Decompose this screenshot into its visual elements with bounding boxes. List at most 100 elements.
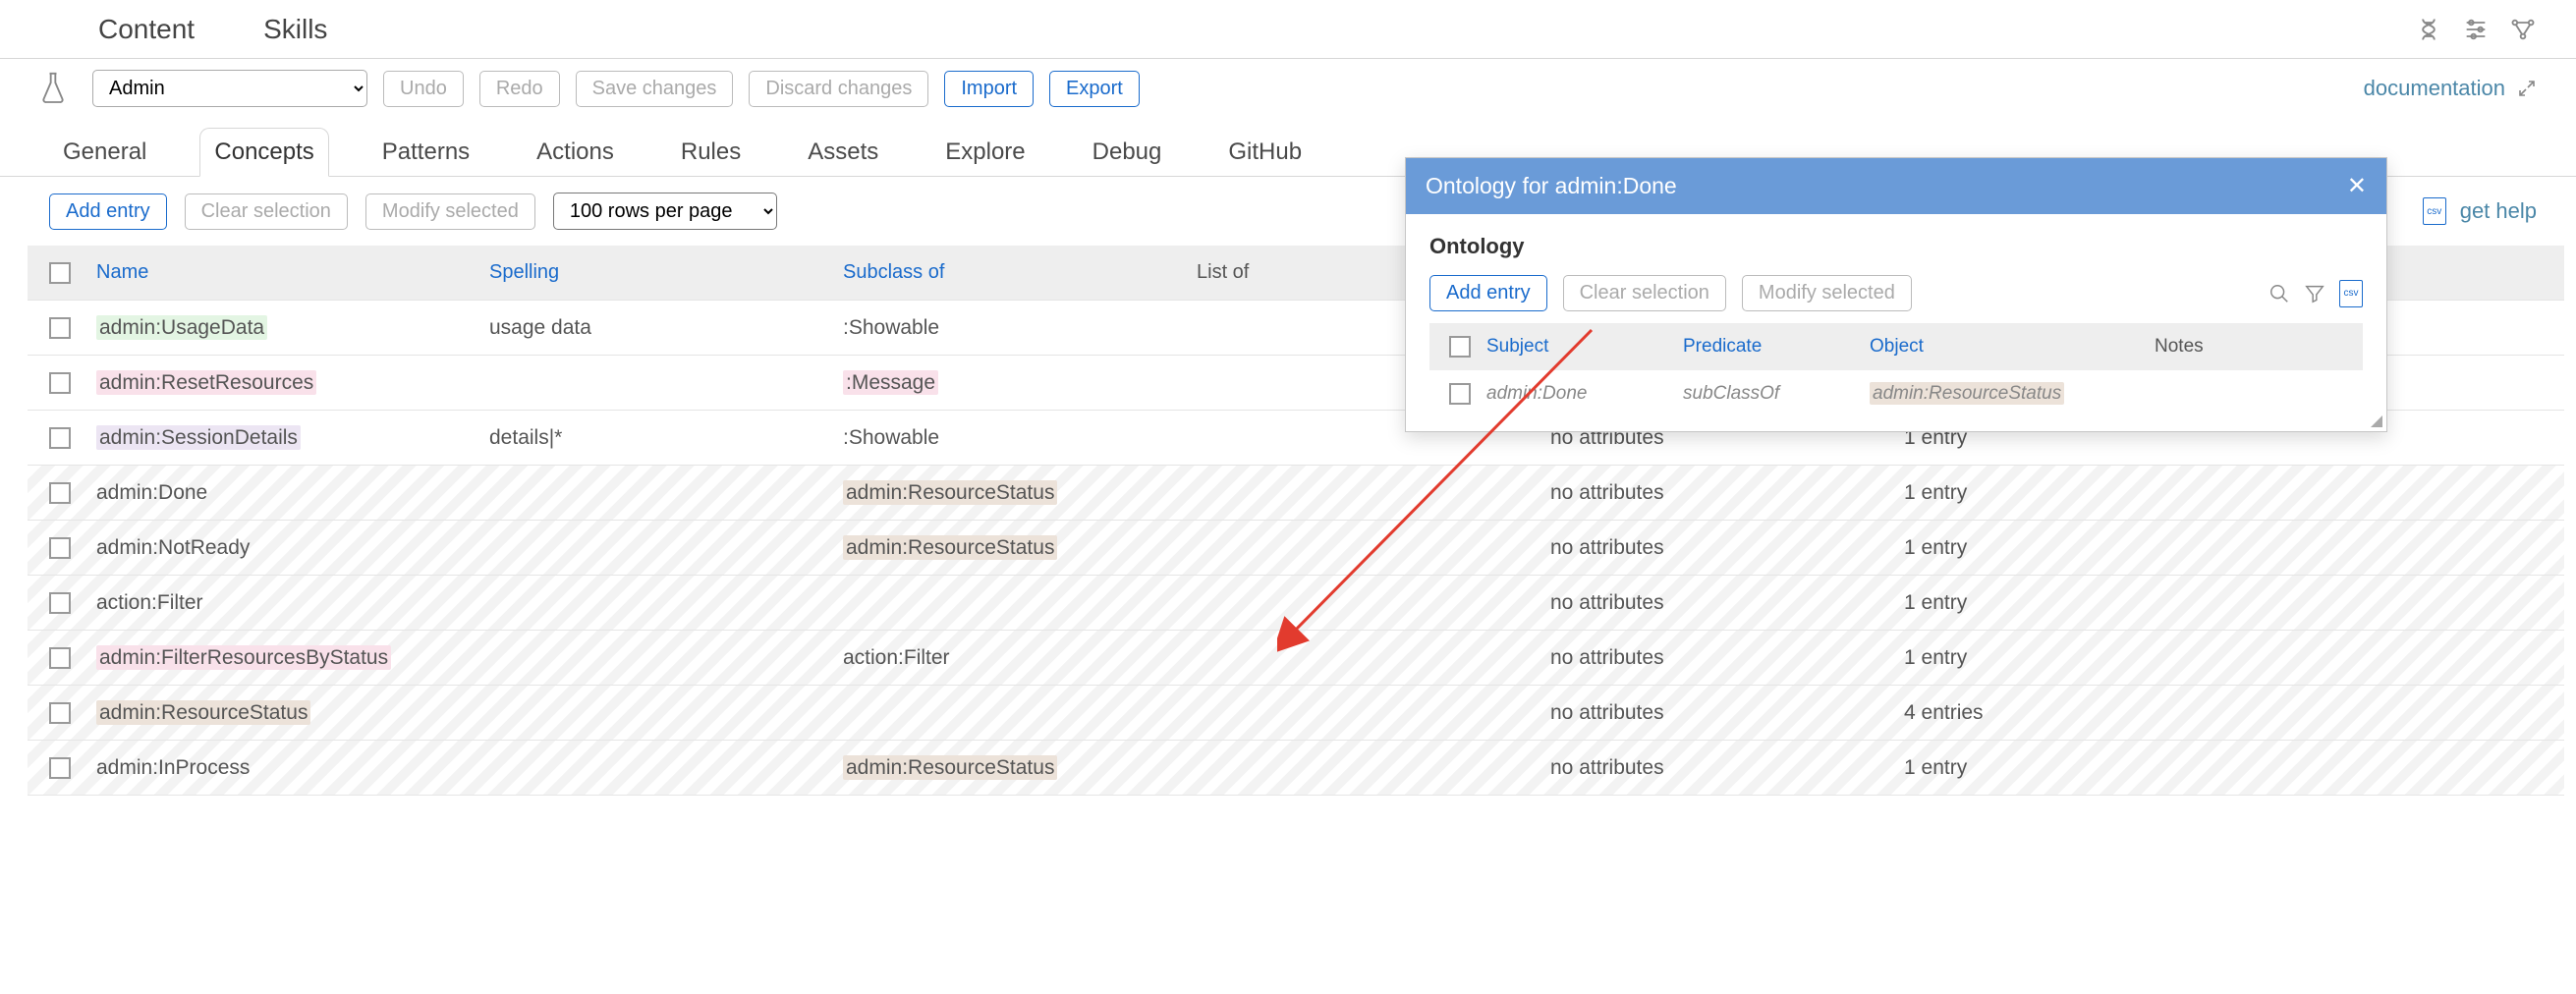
cell-attributes[interactable]: no attributes (1540, 748, 1894, 788)
resize-handle[interactable] (2371, 415, 2382, 427)
redo-button[interactable]: Redo (479, 71, 560, 107)
row-checkbox[interactable] (49, 482, 71, 504)
cell-spelling (479, 650, 833, 666)
cell-attributes[interactable]: no attributes (1540, 583, 1894, 623)
row-checkbox[interactable] (49, 757, 71, 779)
row-checkbox[interactable] (49, 702, 71, 724)
cell-spelling: details|* (479, 418, 833, 458)
popover-csv-icon[interactable]: csv (2339, 280, 2363, 307)
cell-attributes[interactable]: no attributes (1540, 693, 1894, 733)
tab-patterns[interactable]: Patterns (368, 129, 483, 176)
cell-name: admin:Done (86, 473, 479, 513)
row-checkbox[interactable] (49, 647, 71, 669)
cell-attributes[interactable]: no attributes (1540, 528, 1894, 568)
col-subclass[interactable]: Subclass of (833, 249, 1187, 296)
tab-assets[interactable]: Assets (794, 129, 892, 176)
save-button[interactable]: Save changes (576, 71, 734, 107)
tab-actions[interactable]: Actions (523, 129, 628, 176)
table-row[interactable]: admin:FilterResourcesByStatusaction:Filt… (28, 631, 2564, 686)
cell-name: admin:NotReady (86, 528, 479, 568)
filter-icon[interactable] (2304, 283, 2325, 304)
row-checkbox[interactable] (49, 537, 71, 559)
popover-select-all-checkbox[interactable] (1449, 336, 1471, 358)
undo-button[interactable]: Undo (383, 71, 464, 107)
sliders-icon[interactable] (2462, 16, 2490, 43)
table-row[interactable]: admin:NotReadyadmin:ResourceStatusno att… (28, 521, 2564, 576)
toolbar: Admin Undo Redo Save changes Discard cha… (0, 59, 2576, 118)
popover-header: Ontology for admin:Done ✕ (1406, 158, 2386, 214)
popover-subject: admin:Done (1479, 375, 1675, 413)
add-entry-button[interactable]: Add entry (49, 193, 167, 230)
cell-subclass (833, 705, 1187, 721)
cell-subclass: admin:ResourceStatus (833, 473, 1187, 513)
topnav-tab-content[interactable]: Content (98, 14, 195, 45)
table-row[interactable]: admin:ResourceStatusno attributes4 entri… (28, 686, 2564, 741)
cell-spelling (479, 540, 833, 556)
cell-listof (1187, 595, 1540, 611)
table-row[interactable]: admin:Done admin:ResourceStatus no attribu… (28, 466, 2564, 521)
popover-table-row[interactable]: admin:Done subClassOf admin:ResourceStat… (1429, 370, 2363, 417)
col-name[interactable]: Name (86, 249, 479, 296)
cell-subclass: :Message (833, 363, 1187, 403)
cell-listof (1187, 705, 1540, 721)
cell-ontology[interactable]: 1 entry (1894, 528, 2425, 568)
documentation-link[interactable]: documentation (2364, 76, 2505, 101)
ontology-popover: Ontology for admin:Done ✕ Ontology Add e… (1405, 157, 2387, 432)
expand-icon[interactable] (2517, 79, 2537, 98)
tab-github[interactable]: GitHub (1214, 129, 1316, 176)
search-icon[interactable] (2268, 283, 2290, 304)
rows-per-page-select[interactable]: 100 rows per page (553, 193, 777, 230)
popover-section-title: Ontology (1429, 234, 2363, 259)
get-help-link[interactable]: get help (2460, 198, 2537, 224)
cell-spelling (479, 375, 833, 391)
pcol-subject[interactable]: Subject (1479, 326, 1675, 367)
cell-ontology[interactable]: 1 entry (1894, 748, 2425, 788)
pcol-notes[interactable]: Notes (2147, 326, 2304, 367)
cell-attributes[interactable]: no attributes (1540, 638, 1894, 678)
tab-general[interactable]: General (49, 129, 160, 176)
cell-ontology[interactable]: 1 entry (1894, 473, 2425, 513)
pcol-object[interactable]: Object (1862, 326, 2147, 367)
popover-add-entry-button[interactable]: Add entry (1429, 275, 1547, 311)
cell-attributes[interactable]: no attributes (1540, 473, 1894, 513)
cell-listof (1187, 760, 1540, 776)
tab-rules[interactable]: Rules (667, 129, 755, 176)
tab-concepts[interactable]: Concepts (199, 128, 328, 177)
cell-ontology[interactable]: 4 entries (1894, 693, 2425, 733)
table-row[interactable]: admin:InProcessadmin:ResourceStatusno at… (28, 741, 2564, 796)
csv-export-icon[interactable]: csv (2423, 197, 2446, 225)
modify-selected-button[interactable]: Modify selected (365, 193, 535, 230)
graph-icon[interactable] (2509, 16, 2537, 43)
topnav-tab-skills[interactable]: Skills (263, 14, 327, 45)
popover-table: Subject Predicate Object Notes admin:Don… (1429, 323, 2363, 417)
clear-selection-button[interactable]: Clear selection (185, 193, 348, 230)
close-icon[interactable]: ✕ (2347, 172, 2367, 200)
row-checkbox[interactable] (49, 592, 71, 614)
cell-spelling (479, 595, 833, 611)
dna-icon[interactable] (2415, 16, 2442, 43)
cell-subclass: admin:ResourceStatus (833, 748, 1187, 788)
cell-spelling (479, 485, 833, 501)
pcol-predicate[interactable]: Predicate (1675, 326, 1862, 367)
admin-select[interactable]: Admin (92, 70, 367, 107)
tab-debug[interactable]: Debug (1079, 129, 1176, 176)
cell-ontology[interactable]: 1 entry (1894, 638, 2425, 678)
popover-modify-selected-button[interactable]: Modify selected (1742, 275, 1912, 311)
row-checkbox[interactable] (49, 317, 71, 339)
cell-ontology[interactable]: 1 entry (1894, 583, 2425, 623)
col-spelling[interactable]: Spelling (479, 249, 833, 296)
top-nav: Content Skills (0, 0, 2576, 59)
cell-listof (1187, 650, 1540, 666)
cell-listof (1187, 540, 1540, 556)
import-button[interactable]: Import (944, 71, 1034, 107)
popover-row-checkbox[interactable] (1449, 383, 1471, 405)
cell-spelling: usage data (479, 308, 833, 348)
select-all-checkbox[interactable] (49, 262, 71, 284)
table-row[interactable]: action:Filterno attributes1 entry (28, 576, 2564, 631)
row-checkbox[interactable] (49, 372, 71, 394)
discard-button[interactable]: Discard changes (749, 71, 928, 107)
export-button[interactable]: Export (1049, 71, 1140, 107)
row-checkbox[interactable] (49, 427, 71, 449)
tab-explore[interactable]: Explore (931, 129, 1038, 176)
popover-clear-selection-button[interactable]: Clear selection (1563, 275, 1726, 311)
